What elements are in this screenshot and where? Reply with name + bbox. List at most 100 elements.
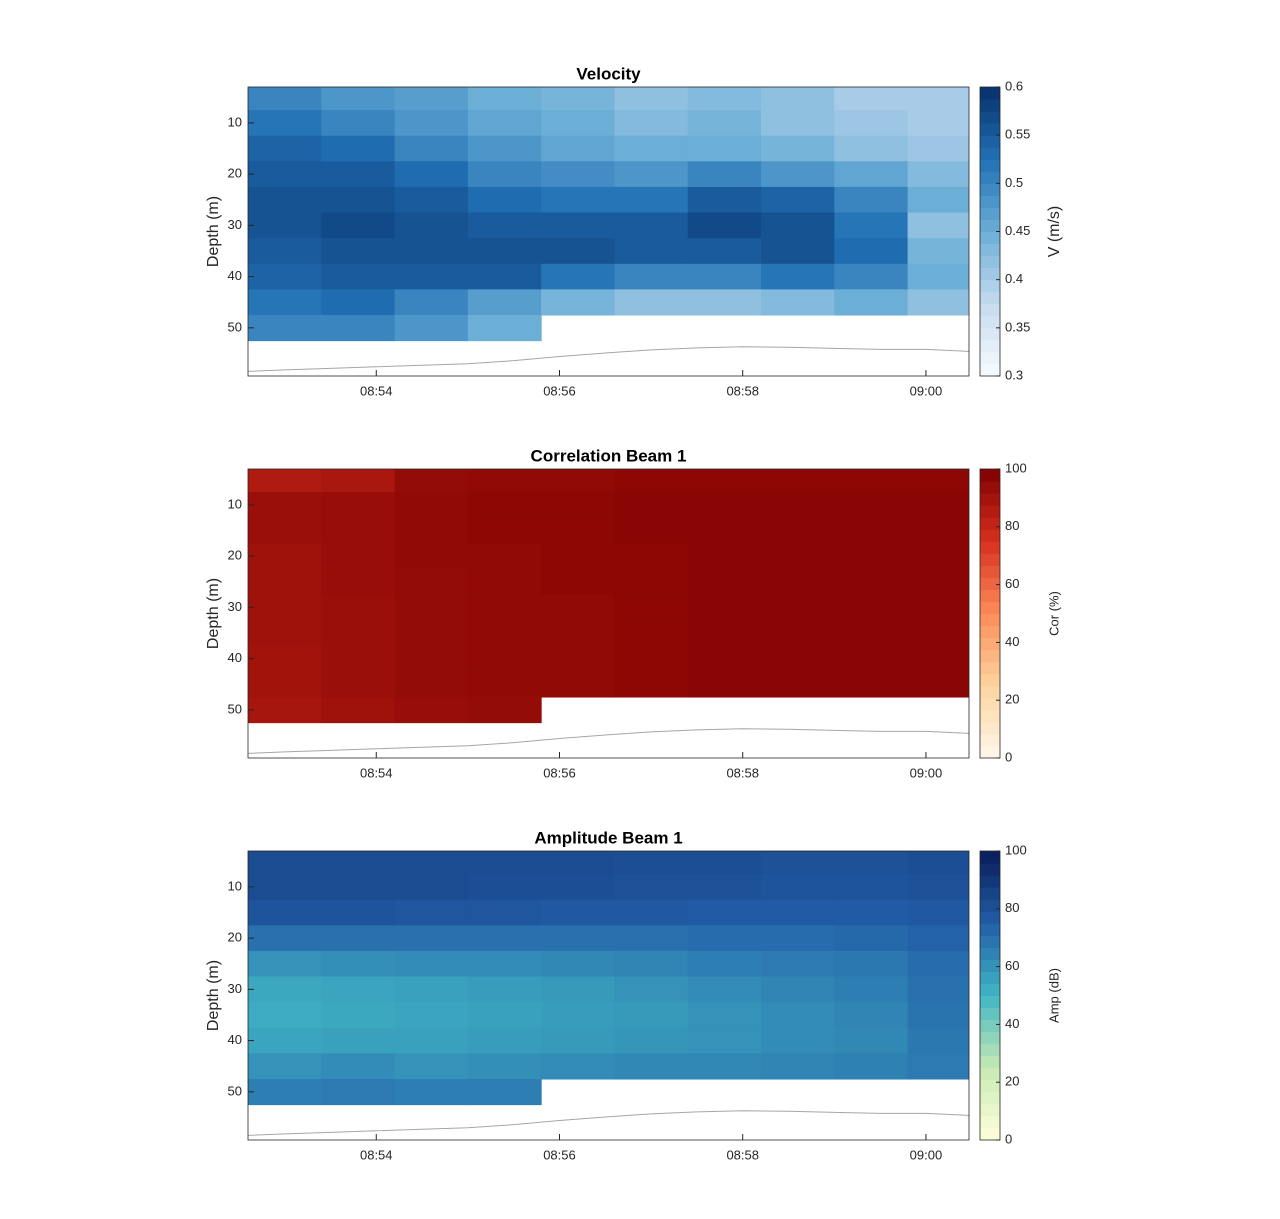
colorbar-band xyxy=(980,1067,1000,1081)
y-tick-label: 20 xyxy=(228,930,242,945)
heat-cell xyxy=(761,568,835,596)
colorbar-band xyxy=(980,207,1000,220)
heat-cell xyxy=(761,1002,835,1029)
heat-cell xyxy=(467,517,542,544)
heat-cell xyxy=(834,1027,909,1054)
heat-cell xyxy=(541,925,615,952)
heat-cell xyxy=(394,110,469,137)
heat-cell xyxy=(467,568,542,596)
heat-cell xyxy=(834,492,909,519)
y-axis-label: Depth (m) xyxy=(205,960,222,1031)
heat-cell xyxy=(321,263,396,290)
heat-cell xyxy=(907,1002,969,1029)
heat-cell xyxy=(248,899,322,926)
heat-cell xyxy=(834,469,909,493)
panel: 10 20 30 40 50 08:54 08:56 08:58 09:00 Correlatio… xyxy=(205,446,1061,780)
heat-cell xyxy=(834,620,909,647)
colorbar-band xyxy=(980,637,1000,651)
heat-cell xyxy=(248,238,322,265)
heat-cell xyxy=(834,289,909,316)
heat-cell xyxy=(614,645,689,672)
heat-cell xyxy=(394,1053,469,1080)
heat-cell xyxy=(321,110,396,137)
heat-cell xyxy=(907,263,969,290)
heat-cell xyxy=(467,1079,542,1106)
heat-cell xyxy=(321,925,396,952)
x-tick-label: 09:00 xyxy=(910,765,943,780)
heat-cell xyxy=(907,492,969,519)
y-tick-label: 10 xyxy=(228,496,242,511)
colorbar-band xyxy=(980,351,1000,365)
heat-cell xyxy=(467,135,542,162)
heat-cell xyxy=(614,874,689,901)
heat-cell xyxy=(687,874,762,901)
colorbar-tick-label: 0.5 xyxy=(1005,175,1023,190)
heat-cell xyxy=(467,925,542,952)
colorbar-band xyxy=(980,851,1000,864)
colorbar-band xyxy=(980,279,1000,293)
colorbar-band xyxy=(980,231,1000,245)
heat-cell xyxy=(541,110,615,137)
heat-cell xyxy=(467,851,542,875)
heat-cell xyxy=(834,186,909,214)
colorbar-band xyxy=(980,147,1000,160)
heat-cell xyxy=(614,620,689,647)
colorbar-band xyxy=(980,267,1000,281)
colorbar-tick-label: 0 xyxy=(1005,749,1012,764)
bottom-line xyxy=(248,1110,969,1136)
heat-cell xyxy=(834,263,909,290)
colorbar-band xyxy=(980,255,1000,269)
heat-cell xyxy=(541,87,615,111)
heat-cell xyxy=(541,874,615,901)
heat-cell xyxy=(761,186,835,214)
heat-cell xyxy=(321,874,396,901)
y-tick-label: 10 xyxy=(228,878,242,893)
heat-cell xyxy=(394,976,469,1003)
heat-cell xyxy=(541,263,615,290)
heat-cell xyxy=(541,543,615,570)
heat-cell xyxy=(394,1027,469,1054)
heat-cell xyxy=(834,671,909,698)
colorbar-band xyxy=(980,1007,1000,1021)
heat-cell xyxy=(321,469,396,493)
heat-cell xyxy=(761,517,835,544)
colorbar-band xyxy=(980,111,1000,124)
heat-cell xyxy=(394,492,469,519)
colorbar-band xyxy=(980,565,1000,578)
heat-cell xyxy=(321,1079,396,1106)
colorbar-band xyxy=(980,863,1000,876)
heat-cell xyxy=(687,492,762,519)
colorbar-band xyxy=(980,363,1000,377)
heat-cell xyxy=(761,874,835,901)
heat-cell xyxy=(467,950,542,978)
x-tick-label: 08:56 xyxy=(543,383,576,398)
heat-cell xyxy=(687,289,762,316)
chart-title: Amplitude Beam 1 xyxy=(534,828,682,847)
colorbar-tick-label: 20 xyxy=(1005,1074,1019,1089)
colorbar-band xyxy=(980,745,1000,759)
colorbar-band xyxy=(980,577,1000,590)
colorbar-band xyxy=(980,505,1000,518)
heat-cell xyxy=(761,976,835,1003)
heat-cell xyxy=(321,135,396,162)
heat-cell xyxy=(687,950,762,978)
colorbar-band xyxy=(980,875,1000,888)
colorbar-frame xyxy=(979,468,1001,759)
heat-cell xyxy=(467,899,542,926)
heat-cell xyxy=(614,492,689,519)
colorbar-band xyxy=(980,983,1000,996)
x-tick-label: 08:58 xyxy=(726,383,759,398)
heat-cell xyxy=(467,289,542,316)
heat-cell xyxy=(321,492,396,519)
colorbar-band xyxy=(980,517,1000,530)
colorbar-band xyxy=(980,685,1000,699)
heat-cell xyxy=(394,517,469,544)
heat-cell xyxy=(394,568,469,596)
heat-cell xyxy=(834,238,909,265)
heat-cell xyxy=(761,543,835,570)
heat-cell xyxy=(907,671,969,698)
heat-cell xyxy=(761,594,835,621)
heat-cell xyxy=(907,568,969,596)
heat-cell xyxy=(761,110,835,137)
